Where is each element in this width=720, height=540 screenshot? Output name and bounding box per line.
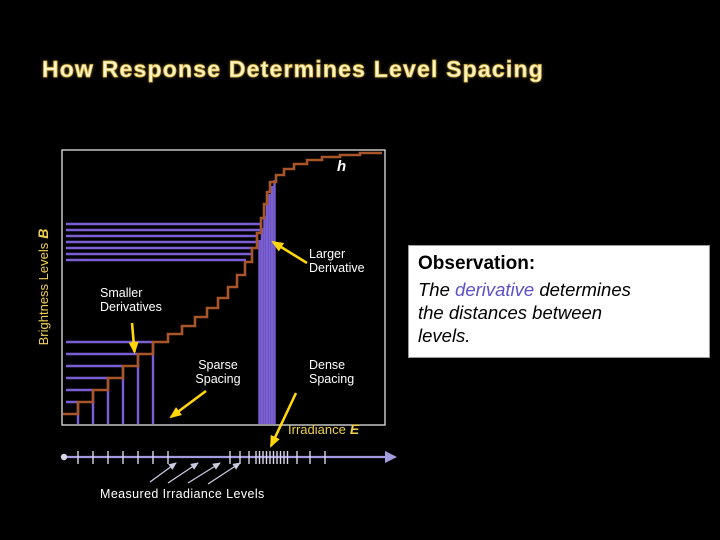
- measured-level-pointer-arrow: [207, 462, 241, 485]
- measured-level-pointer-arrow: [187, 462, 221, 484]
- y-axis-variable: B: [35, 228, 51, 239]
- observation-line2: the distances between: [418, 301, 603, 323]
- observation-line1-post: determines: [534, 278, 631, 300]
- irradiance-axis: [60, 451, 397, 464]
- y-axis-label: Brightness Levels B: [35, 213, 51, 361]
- dense-spacing-label: Dense Spacing: [309, 358, 354, 387]
- smaller-derivatives-label: Smaller Derivatives: [100, 286, 162, 315]
- response-curve: [63, 151, 382, 416]
- smaller-derivatives-arrow: [128, 322, 139, 354]
- sparse-spacing-label: Sparse Spacing: [190, 358, 246, 387]
- dense-spacing-line1: Dense: [309, 358, 346, 372]
- slide-title: How Response Determines Level Spacing: [42, 56, 544, 83]
- x-axis-label: Irradiance E: [288, 421, 359, 437]
- larger-derivative-arrow: [271, 240, 308, 265]
- curve-label: h: [337, 158, 347, 175]
- observation-line3: levels.: [418, 325, 471, 346]
- smaller-derivatives-line2: Derivatives: [100, 300, 162, 315]
- observation-line1-pre: The: [418, 278, 456, 300]
- larger-derivative-label: Larger Derivative: [309, 247, 365, 276]
- sparse-spacing-line1: Sparse: [198, 358, 238, 372]
- measured-level-pointer-arrow: [167, 462, 199, 484]
- plot-frame: [61, 149, 386, 426]
- derivative-highlight: derivative: [455, 278, 535, 300]
- observation-heading: Observation:: [418, 253, 536, 274]
- observation-text: The derivative determines the distances …: [418, 278, 700, 347]
- measured-levels-arrows: [149, 462, 241, 485]
- x-axis-variable: E: [349, 421, 360, 437]
- axis-arrowhead-icon: [385, 451, 397, 463]
- measured-levels-label: Measured Irradiance Levels: [100, 487, 265, 501]
- measured-level-pointer-arrow: [149, 462, 177, 483]
- observation-box: Observation: The derivative determines t…: [408, 245, 710, 359]
- sparse-spacing-line2: Spacing: [195, 372, 241, 387]
- sparse-spacing-arrow: [169, 389, 207, 419]
- brightness-level-lines: [66, 222, 261, 404]
- y-axis-text: Brightness Levels: [36, 242, 51, 346]
- dense-spacing-line2: Spacing: [309, 372, 355, 387]
- x-axis-text: Irradiance: [288, 422, 346, 437]
- larger-derivative-line2: Derivative: [309, 261, 365, 276]
- axis-origin-dot: [60, 453, 68, 461]
- dense-spacing-arrow: [269, 392, 298, 448]
- larger-derivative-line1: Larger: [309, 247, 346, 261]
- smaller-derivatives-line1: Smaller: [100, 286, 143, 300]
- axis-ticks: [77, 451, 326, 464]
